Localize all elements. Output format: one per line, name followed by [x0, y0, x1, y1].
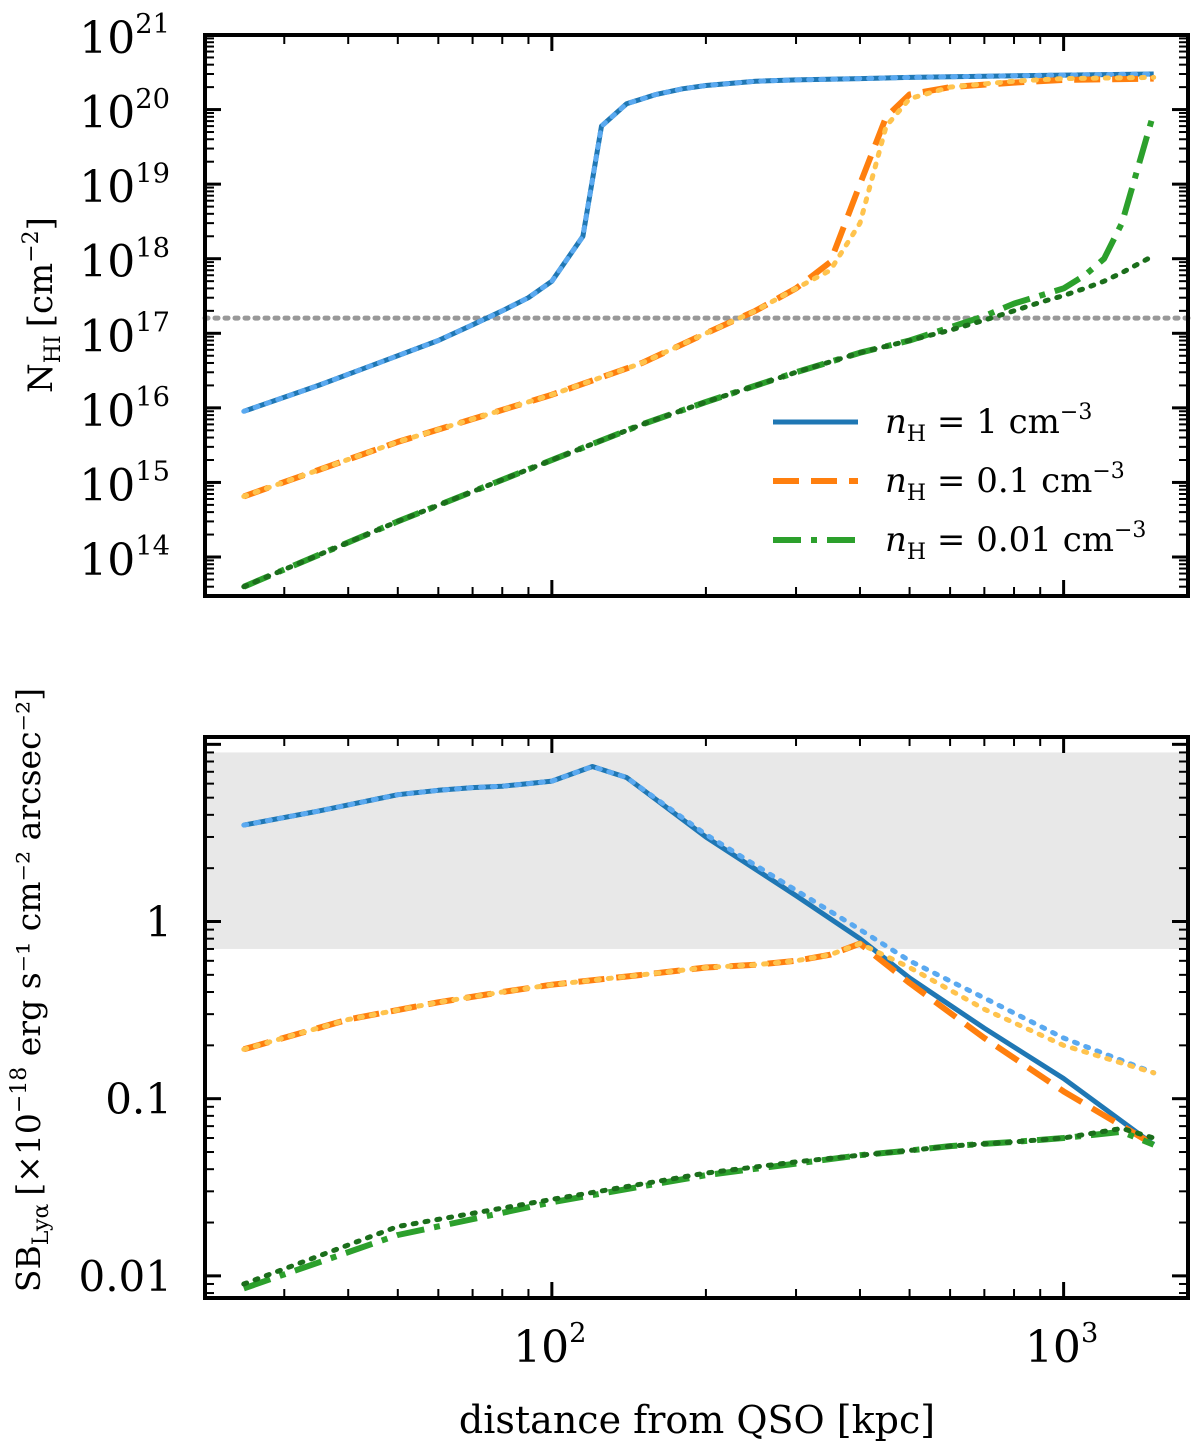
sb-y-axis-label: SBLyα[×10−18 erg s⁻¹ cm⁻² arcsec⁻²]	[7, 688, 54, 1292]
sb-series-3-line	[241, 941, 1157, 1076]
nhi-y-tick-label: 1018	[79, 233, 170, 288]
x-tick-label: 103	[1025, 1318, 1098, 1373]
nhi-y-tick-label: 1020	[79, 84, 170, 139]
legend: nH = 1 cm−3 nH = 0.1 cm−3 nH = 0.01 cm−3	[773, 400, 1146, 565]
sb-y-tick-label: 0.1	[105, 1075, 172, 1124]
sb-plot-frame	[203, 735, 1190, 1300]
sb-series-2-line	[242, 940, 1156, 1148]
legend-label-0: nH = 1 cm−3	[885, 400, 1092, 447]
nhi-y-tick-label: 1021	[79, 9, 170, 64]
nhi-y-tick-label: 1017	[79, 307, 170, 362]
x-axis-label: distance from QSO [kpc]	[459, 1398, 935, 1442]
nhi-y-tick-label: 1019	[79, 158, 170, 213]
nhi-series-5-line	[241, 253, 1157, 590]
sb-y-tick-label: 0.01	[78, 1252, 172, 1301]
sb-series-5-line	[241, 1125, 1157, 1287]
nhi-y-tick-label: 1016	[79, 382, 170, 437]
nhi-y-axis-label: NHI[cm−2]	[19, 217, 66, 393]
nhi-y-tick-label: 1015	[79, 457, 170, 512]
nhi-series-1-line	[241, 71, 1157, 414]
nhi-series-2-line	[242, 75, 1154, 500]
sb-series-layer	[241, 764, 1157, 1292]
detection-band	[205, 752, 1188, 949]
x-tick-label: 102	[513, 1318, 586, 1373]
sb-series-1-line	[241, 764, 1157, 1076]
sb-series-4-line	[242, 1128, 1155, 1292]
legend-label-2: nH = 0.01 cm−3	[885, 518, 1146, 565]
nhi-plot-frame	[203, 33, 1190, 598]
nhi-y-tick-label: 1014	[79, 531, 170, 586]
sb-panel: 0.01 0.1 1 102 103 SBLyα[×10−18 erg s⁻¹ cm⁻²…	[7, 688, 1190, 1442]
nhi-series-layer	[241, 71, 1157, 590]
legend-label-1: nH = 0.1 cm−3	[885, 459, 1125, 506]
nhi-panel: 1014 1015 1016 1017 1018 1019 1020 1021 nH = 1 …	[19, 9, 1191, 598]
sb-y-tick-label: 1	[145, 898, 172, 947]
nhi-series-4-line	[242, 112, 1157, 590]
